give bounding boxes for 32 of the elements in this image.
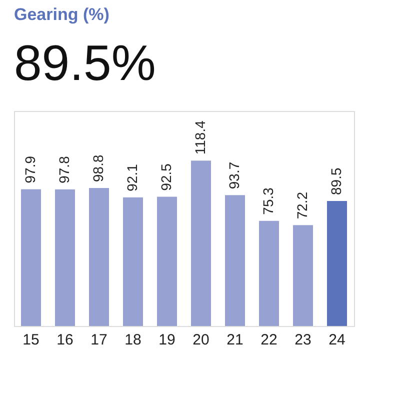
data-label: 92.5 [158,163,174,191]
data-label: 118.4 [192,120,208,155]
data-label: 93.7 [226,162,242,190]
x-tick-label: 21 [226,332,244,348]
x-tick-label: 23 [294,332,312,348]
x-tick-label: 22 [260,332,278,348]
x-tick-label: 15 [22,332,40,348]
chart-subtitle: 89.5% [14,35,156,91]
bar [157,196,177,326]
bar [191,160,211,326]
bar [225,195,245,326]
bar [327,200,347,326]
x-tick-label: 20 [192,332,210,348]
bar [55,189,75,326]
chart-title: Gearing (%) [14,5,110,24]
x-tick-label: 18 [124,332,142,348]
bar [259,220,279,326]
bar [293,225,313,326]
x-tick-label: 19 [158,332,176,348]
bar [123,197,143,326]
x-tick-label: 16 [56,332,74,348]
x-tick-label: 17 [90,332,108,348]
data-label: 97.8 [56,156,72,184]
bar [21,189,41,326]
data-label: 89.5 [328,168,344,195]
data-label: 97.9 [22,156,38,184]
data-label: 72.2 [294,192,310,220]
x-tick-label: 24 [328,332,346,348]
data-label: 98.8 [90,154,106,182]
bar [89,188,109,326]
data-label: 92.1 [124,164,140,192]
data-label: 75.3 [260,187,276,215]
